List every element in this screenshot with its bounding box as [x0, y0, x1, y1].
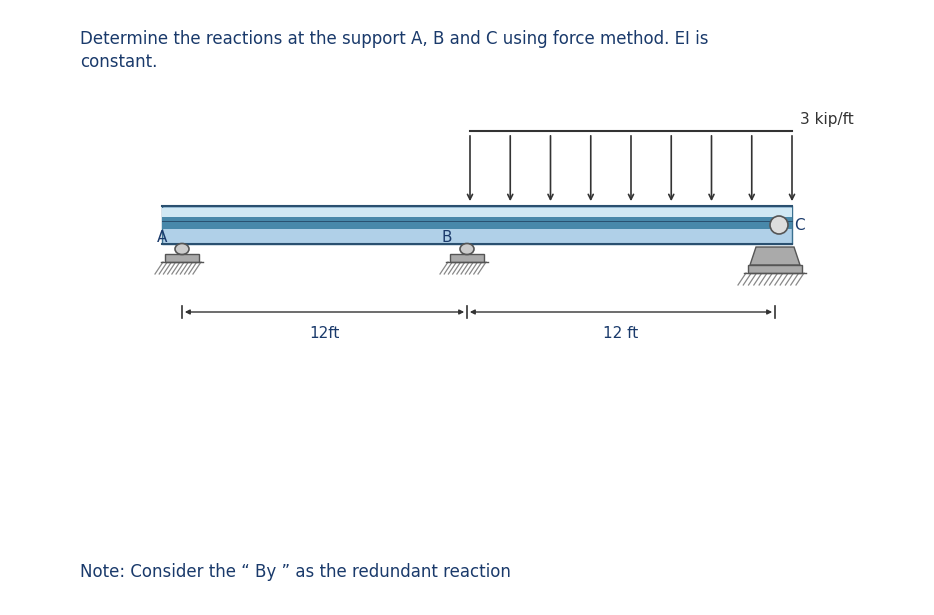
Bar	[162, 206, 792, 244]
Text: 12 ft: 12 ft	[603, 326, 639, 341]
Ellipse shape	[460, 244, 474, 255]
Bar	[450, 254, 484, 262]
Circle shape	[770, 216, 788, 234]
Text: Determine the reactions at the support A, B and C using force method. EI is: Determine the reactions at the support A…	[80, 30, 709, 48]
Text: B: B	[442, 231, 452, 245]
Ellipse shape	[175, 244, 189, 255]
Text: A: A	[157, 231, 167, 245]
Bar	[165, 254, 199, 262]
Text: C: C	[794, 218, 804, 232]
Bar	[162, 211, 792, 229]
Bar	[748, 265, 802, 273]
Text: 3 kip/ft: 3 kip/ft	[800, 112, 854, 127]
Text: Note: Consider the “ By ” as the redundant reaction: Note: Consider the “ By ” as the redunda…	[80, 563, 511, 581]
Text: 12ft: 12ft	[309, 326, 340, 341]
Bar	[162, 208, 792, 217]
Polygon shape	[750, 247, 800, 265]
Text: constant.: constant.	[80, 53, 157, 71]
